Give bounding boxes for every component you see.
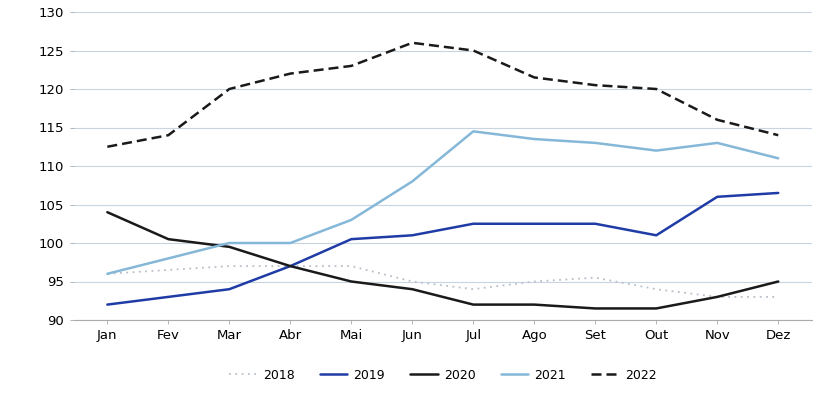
2020 — [772, 279, 782, 284]
2018 — [407, 279, 417, 284]
2019 — [163, 294, 173, 299]
2020 — [163, 237, 173, 242]
2021 — [712, 140, 722, 145]
2018 — [590, 275, 600, 280]
2021 — [163, 256, 173, 261]
2022 — [163, 133, 173, 138]
2019 — [650, 233, 660, 238]
2020 — [285, 264, 295, 268]
2022 — [224, 87, 234, 92]
2018 — [346, 264, 355, 268]
2019 — [772, 190, 782, 195]
Line: 2020: 2020 — [107, 212, 777, 308]
2020 — [529, 302, 539, 307]
Line: 2021: 2021 — [107, 131, 777, 274]
2021 — [285, 240, 295, 245]
2019 — [529, 221, 539, 226]
2020 — [650, 306, 660, 311]
2020 — [712, 294, 722, 299]
2020 — [468, 302, 477, 307]
2021 — [102, 271, 112, 276]
2020 — [590, 306, 600, 311]
Line: 2022: 2022 — [107, 43, 777, 147]
2019 — [285, 264, 295, 268]
2022 — [529, 75, 539, 80]
2019 — [468, 221, 477, 226]
Legend: 2018, 2019, 2020, 2021, 2022: 2018, 2019, 2020, 2021, 2022 — [229, 368, 655, 382]
2022 — [468, 48, 477, 53]
2018 — [163, 268, 173, 272]
2019 — [224, 287, 234, 292]
2022 — [772, 133, 782, 138]
Line: 2019: 2019 — [107, 193, 777, 305]
2022 — [407, 40, 417, 45]
2022 — [712, 117, 722, 122]
2020 — [407, 287, 417, 292]
2021 — [224, 240, 234, 245]
2019 — [102, 302, 112, 307]
2018 — [650, 287, 660, 292]
2018 — [224, 264, 234, 268]
2022 — [590, 83, 600, 88]
2019 — [590, 221, 600, 226]
2021 — [468, 129, 477, 134]
2018 — [712, 294, 722, 299]
2019 — [346, 237, 355, 242]
2019 — [712, 194, 722, 199]
2021 — [407, 179, 417, 184]
2021 — [650, 148, 660, 153]
2022 — [102, 144, 112, 149]
2021 — [772, 156, 782, 161]
2018 — [772, 294, 782, 299]
2020 — [346, 279, 355, 284]
2018 — [529, 279, 539, 284]
2021 — [529, 137, 539, 142]
2022 — [650, 87, 660, 92]
2020 — [224, 244, 234, 249]
2020 — [102, 210, 112, 214]
Line: 2018: 2018 — [107, 266, 777, 297]
2018 — [102, 271, 112, 276]
2021 — [590, 140, 600, 145]
2022 — [346, 64, 355, 68]
2022 — [285, 71, 295, 76]
2018 — [468, 287, 477, 292]
2019 — [407, 233, 417, 238]
2021 — [346, 218, 355, 222]
2018 — [285, 264, 295, 268]
